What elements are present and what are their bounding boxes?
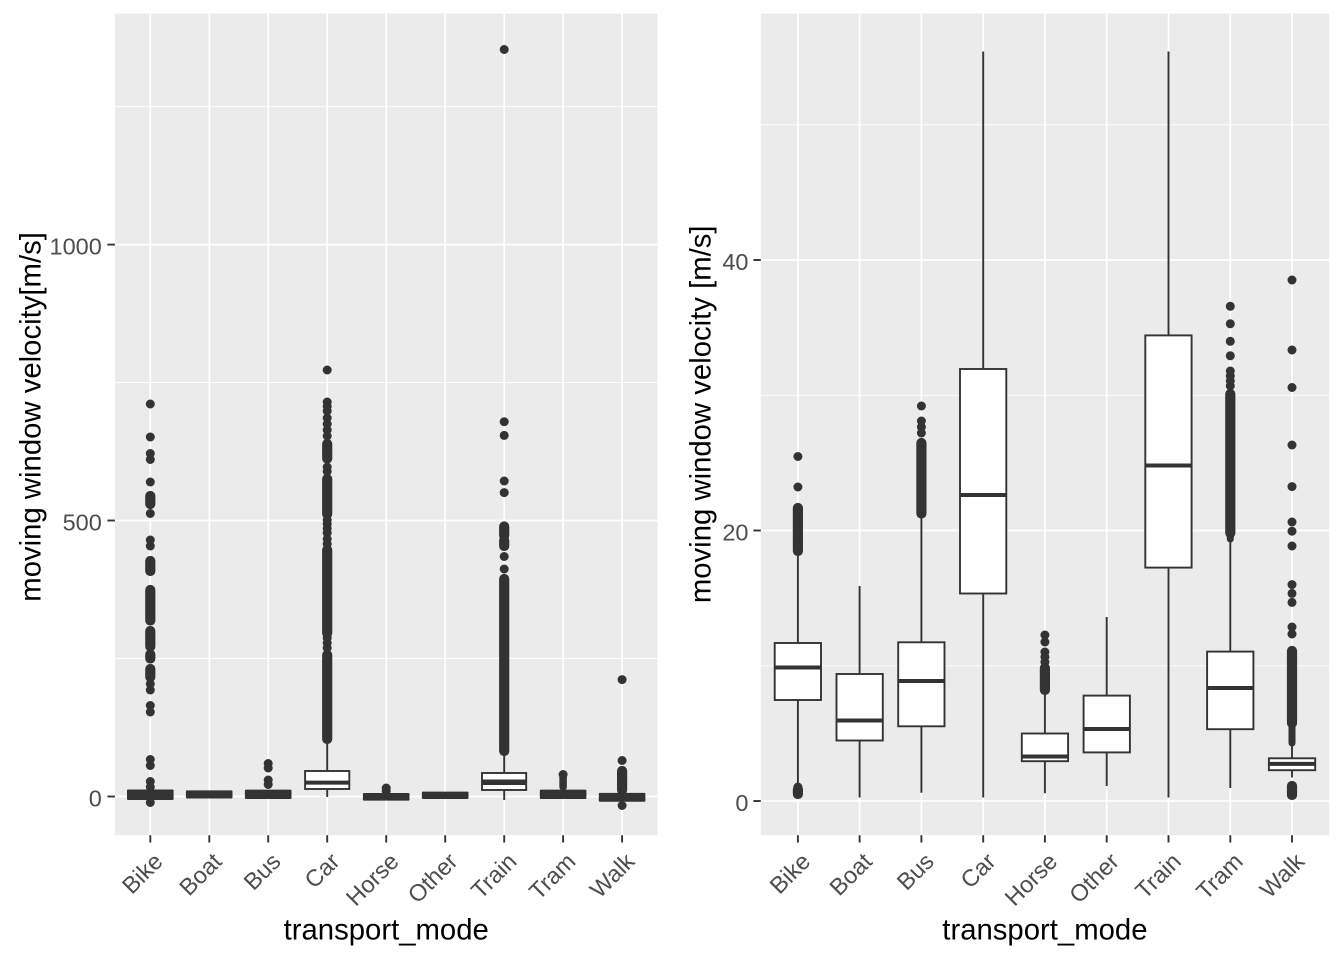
svg-text:transport_mode: transport_mode — [942, 913, 1147, 946]
svg-text:moving window velocity[m/s]: moving window velocity[m/s] — [14, 232, 47, 602]
svg-text:moving window velocity [m/s]: moving window velocity [m/s] — [685, 225, 718, 603]
svg-text:500: 500 — [63, 509, 102, 535]
svg-text:transport_mode: transport_mode — [284, 913, 489, 946]
svg-text:0: 0 — [89, 785, 102, 811]
svg-text:0: 0 — [735, 790, 748, 816]
svg-text:20: 20 — [722, 519, 748, 545]
svg-text:1000: 1000 — [50, 234, 102, 260]
svg-text:40: 40 — [722, 249, 748, 275]
